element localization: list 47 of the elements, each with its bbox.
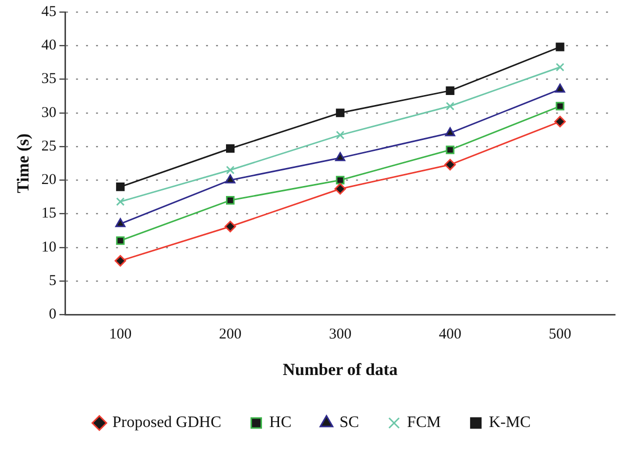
point bbox=[335, 152, 346, 162]
point bbox=[336, 176, 344, 184]
y-tick-label: 20 bbox=[41, 172, 56, 188]
x-tick-label: 200 bbox=[219, 326, 242, 343]
point bbox=[556, 62, 564, 72]
legend-label: HC bbox=[269, 414, 292, 432]
point bbox=[116, 197, 125, 206]
legend-label: K-MC bbox=[488, 414, 531, 432]
y-tick-label: 10 bbox=[41, 239, 56, 256]
x-axis-title: Number of data bbox=[282, 360, 398, 380]
legend-label: SC bbox=[339, 414, 360, 432]
point bbox=[226, 144, 235, 153]
point bbox=[336, 130, 344, 140]
point bbox=[556, 42, 564, 52]
legend-label: Proposed GDHC bbox=[112, 414, 222, 432]
point bbox=[446, 146, 454, 154]
point bbox=[114, 255, 126, 267]
point bbox=[115, 218, 126, 228]
point bbox=[554, 116, 566, 128]
y-tick-label: 15 bbox=[41, 206, 56, 222]
point bbox=[225, 174, 236, 184]
y-tick-label: 30 bbox=[41, 104, 56, 121]
point bbox=[446, 102, 454, 110]
y-tick-label: 35 bbox=[41, 71, 56, 88]
point bbox=[224, 220, 236, 232]
point bbox=[226, 166, 235, 174]
legend-label: FCM bbox=[407, 414, 441, 432]
y-tick-label: 5 bbox=[48, 272, 56, 289]
point bbox=[556, 102, 564, 110]
x-tick-label: 100 bbox=[109, 326, 132, 343]
point bbox=[444, 158, 456, 170]
x-tick-label: 300 bbox=[328, 326, 352, 343]
y-tick-label: 25 bbox=[41, 138, 56, 154]
point bbox=[334, 183, 346, 195]
point bbox=[116, 236, 125, 245]
point bbox=[336, 108, 344, 118]
y-axis-title: Time (s) bbox=[14, 133, 33, 194]
point bbox=[226, 196, 235, 205]
point bbox=[446, 86, 454, 95]
point bbox=[554, 84, 566, 93]
point bbox=[116, 182, 125, 192]
x-tick-label: 400 bbox=[438, 326, 462, 343]
y-tick-label: 45 bbox=[41, 4, 56, 20]
y-tick-label: 0 bbox=[48, 306, 56, 323]
y-tick-label: 40 bbox=[41, 38, 56, 54]
x-tick-label: 500 bbox=[548, 326, 572, 343]
point bbox=[445, 127, 456, 136]
